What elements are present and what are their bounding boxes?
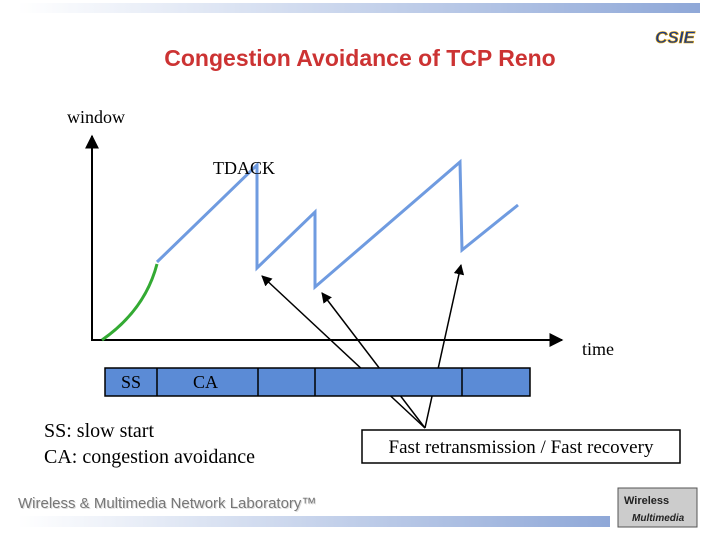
logo-text: CSIE (655, 28, 695, 47)
arrow (424, 263, 465, 429)
callout: Fast retransmission / Fast recovery (389, 437, 654, 458)
phase-label: SS (121, 372, 141, 392)
slow-start-curve (101, 263, 159, 342)
bottom-bar (18, 516, 610, 527)
logo-text: Multimedia (632, 513, 685, 524)
footer: Wireless & Multimedia Network Laboratory… (18, 495, 316, 512)
phase-label: CA (193, 372, 218, 392)
logo-top: CSIE (655, 28, 696, 48)
logo-bottom: Wireless Multimedia (617, 487, 698, 528)
logo-frame (617, 487, 698, 528)
footer-shadow: Wireless & Multimedia Network Laboratory… (19, 496, 317, 513)
title: Congestion Avoidance of TCP Reno (164, 45, 555, 71)
annotation: TDACK (213, 158, 275, 178)
window-sawtooth (155, 158, 519, 291)
x-axis-label: time (582, 339, 614, 359)
logo-text: Wireless (624, 495, 669, 507)
arrow (321, 292, 426, 429)
phase-bar-bg (104, 367, 531, 397)
legend-line: SS: slow start (44, 420, 154, 442)
top-bar (18, 3, 700, 13)
arrow (261, 275, 426, 429)
legend-line: CA: congestion avoidance (44, 446, 255, 468)
y-axis-label: window (67, 107, 125, 127)
callout-box (361, 429, 681, 464)
phase-bar: SS CA (104, 367, 531, 397)
